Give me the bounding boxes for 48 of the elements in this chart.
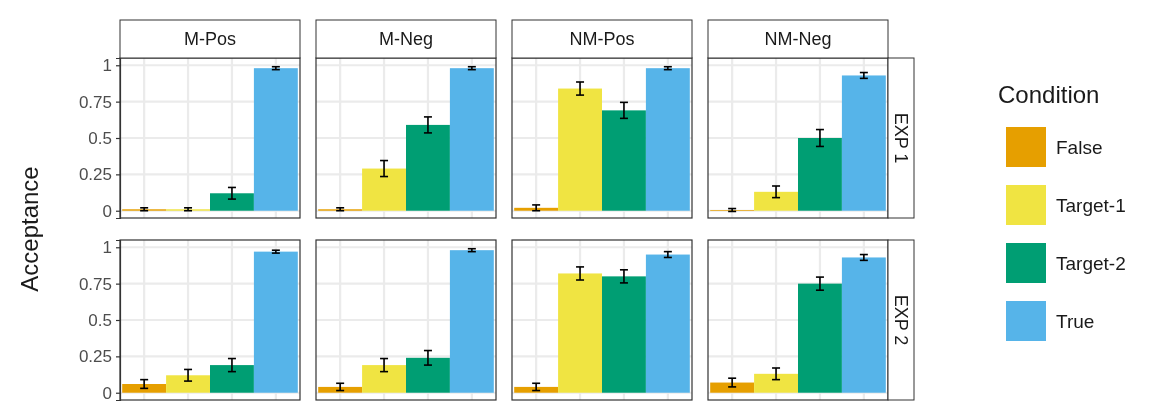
legend-title: Condition <box>998 81 1100 108</box>
bar <box>645 254 690 393</box>
bar <box>210 193 254 211</box>
y-tick-label: 1 <box>102 56 112 76</box>
bar <box>362 365 406 393</box>
bar <box>798 138 842 211</box>
bar <box>754 373 798 393</box>
bar <box>798 283 842 393</box>
bar <box>514 207 559 211</box>
annotation: EXP 2 <box>890 294 911 346</box>
x-tick-label: M-Pos <box>183 29 237 50</box>
y-tick-label: 0.5 <box>88 128 112 148</box>
bar <box>406 357 450 393</box>
bar <box>754 191 798 211</box>
annotation: EXP 1 <box>890 112 911 164</box>
y-tick-label: 0 <box>102 383 112 403</box>
bar <box>362 168 406 211</box>
bar <box>558 273 602 393</box>
bar <box>602 276 646 393</box>
y-tick-label: 0.25 <box>78 165 112 185</box>
bar <box>449 68 494 211</box>
bar <box>558 88 602 211</box>
bar <box>253 68 298 211</box>
x-tick-label: M-Neg <box>378 29 434 50</box>
x-tick-label: NM-Neg <box>764 29 832 50</box>
bar <box>210 365 254 393</box>
bar <box>122 384 167 393</box>
y-tick-label: 1 <box>102 238 112 258</box>
bar <box>645 68 690 211</box>
bar <box>449 250 494 393</box>
bar <box>253 251 298 393</box>
legend-label: True <box>1056 310 1095 332</box>
legend-label: Target-1 <box>1056 194 1126 216</box>
bar <box>318 386 363 393</box>
y-tick-label: 0 <box>102 201 112 221</box>
x-tick-label: NM-Pos <box>569 29 635 50</box>
bar <box>602 110 646 211</box>
y-tick-label: 0.25 <box>78 347 112 367</box>
bar <box>406 124 450 211</box>
legend-label: False <box>1056 136 1103 158</box>
y-axis-title: Acceptance <box>16 166 43 292</box>
bar <box>166 375 210 393</box>
y-tick-label: 0.75 <box>78 92 112 112</box>
bar <box>514 386 559 393</box>
bar <box>710 382 755 393</box>
legend-label: Target-2 <box>1056 252 1126 274</box>
y-tick-label: 0.5 <box>88 310 112 330</box>
y-tick-label: 0.75 <box>78 274 112 294</box>
